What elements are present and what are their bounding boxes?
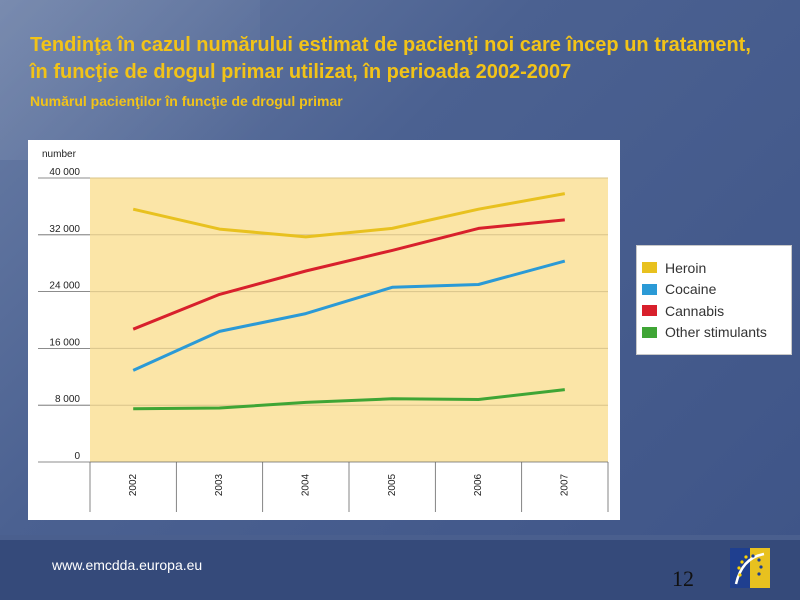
legend-item-cocaine: Cocaine bbox=[642, 279, 791, 301]
legend-item-other-stimulants: Other stimulants bbox=[642, 322, 791, 344]
website-url: www.emcdda.europa.eu bbox=[52, 557, 203, 573]
series-line-cannabis bbox=[132, 218, 565, 331]
x-tick-label: 2006 bbox=[473, 473, 484, 496]
plot-area bbox=[90, 178, 608, 462]
y-tick-label: 16 000 bbox=[49, 337, 80, 348]
series-line-other-stimulants bbox=[133, 388, 565, 411]
line-chart: 0 8 000 16 000 24 000 32 000 40 000 number 2002… bbox=[38, 149, 609, 512]
emcdda-logo-icon bbox=[730, 548, 770, 588]
x-tick-label: 2002 bbox=[128, 473, 139, 496]
legend-swatch bbox=[642, 283, 657, 295]
legend-item-cannabis: Cannabis bbox=[642, 300, 791, 322]
slide-title: Tendinţa în cazul numărului estimat de p… bbox=[30, 34, 751, 83]
slide-background-highlight bbox=[0, 0, 260, 160]
chart-panel: 0 8 000 16 000 24 000 32 000 40 000 number 2002… bbox=[28, 140, 620, 520]
y-tick-label: 24 000 bbox=[49, 281, 80, 292]
x-tick-label: 2003 bbox=[214, 473, 225, 496]
y-tick-label: 8 000 bbox=[55, 394, 80, 405]
chart-legend: Heroin Cocaine Cannabis Other stimulants bbox=[636, 245, 792, 355]
y-tick-label: 0 bbox=[74, 451, 80, 462]
series-line-heroin bbox=[132, 192, 566, 239]
legend-label: Cannabis bbox=[665, 302, 725, 319]
legend-swatch bbox=[642, 326, 657, 338]
slide-subtitle: Numărul pacienţilor în funcţie de drogul… bbox=[30, 93, 343, 109]
legend-swatch bbox=[642, 262, 657, 274]
legend-label: Cocaine bbox=[665, 281, 717, 298]
y-tick-label: 40 000 bbox=[49, 167, 80, 178]
footer-divider bbox=[0, 535, 800, 540]
page-number: 12 bbox=[672, 566, 694, 591]
x-tick-label: 2005 bbox=[387, 473, 398, 496]
x-tick-label: 2004 bbox=[300, 473, 311, 496]
legend-label: Heroin bbox=[665, 259, 707, 276]
y-tick-label: 32 000 bbox=[49, 224, 80, 235]
legend-label: Other stimulants bbox=[665, 324, 767, 341]
y-axis-label: number bbox=[42, 149, 77, 160]
legend-item-heroin: Heroin bbox=[642, 257, 791, 279]
footer-bar bbox=[0, 540, 800, 600]
legend-swatch bbox=[642, 305, 657, 317]
series-line-cocaine bbox=[132, 259, 566, 372]
x-tick-label: 2007 bbox=[559, 473, 570, 496]
